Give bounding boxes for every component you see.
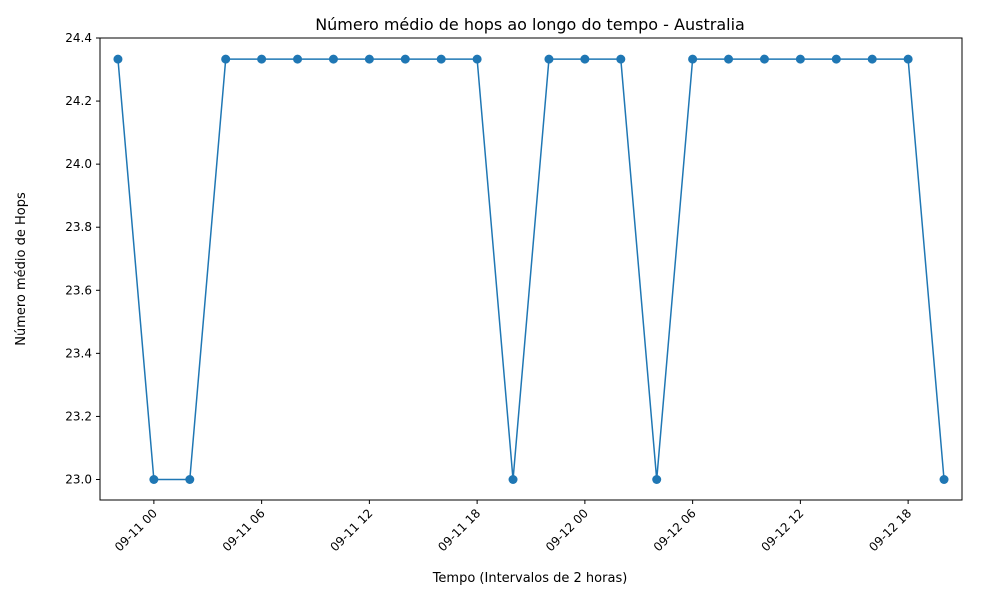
data-point: [508, 475, 518, 485]
x-tick-label: 09-12 06: [651, 506, 699, 554]
data-point: [831, 54, 841, 64]
data-point: [472, 54, 482, 64]
y-tick-label: 23.4: [65, 346, 92, 360]
y-tick-label: 23.0: [65, 473, 92, 487]
data-point: [149, 475, 159, 485]
x-tick-label: 09-12 18: [866, 506, 914, 554]
y-tick-label: 24.4: [65, 31, 92, 45]
plot-area: [99, 37, 963, 501]
data-point: [580, 54, 590, 64]
x-tick-label: 09-11 12: [327, 506, 375, 554]
y-tick-label: 23.8: [65, 220, 92, 234]
x-tick-label: 09-11 06: [220, 506, 268, 554]
data-point: [328, 54, 338, 64]
y-axis-label: Número médio de Hops: [14, 192, 29, 346]
data-point: [724, 54, 734, 64]
data-point: [903, 54, 913, 64]
data-series: [113, 54, 949, 485]
chart-title: Número médio de hops ao longo do tempo -…: [315, 15, 745, 34]
data-point: [616, 54, 626, 64]
data-point: [185, 475, 195, 485]
series-line: [117, 58, 945, 481]
x-axis-label: Tempo (Intervalos de 2 horas): [432, 571, 628, 586]
x-tick-label: 09-12 12: [758, 506, 806, 554]
y-tick-label: 23.2: [65, 409, 92, 423]
data-point: [436, 54, 446, 64]
plot-frame: [99, 37, 963, 501]
x-tick-label: 09-11 18: [435, 506, 483, 554]
data-point: [688, 54, 698, 64]
x-tick-label: 09-12 00: [543, 506, 591, 554]
data-point: [113, 54, 123, 64]
data-point: [221, 54, 231, 64]
data-point: [795, 54, 805, 64]
data-point: [364, 54, 374, 64]
y-tick-label: 24.2: [65, 94, 92, 108]
data-point: [257, 54, 267, 64]
y-tick-label: 24.0: [65, 157, 92, 171]
x-tick-label: 09-11 00: [112, 506, 160, 554]
data-point: [400, 54, 410, 64]
data-point: [759, 54, 769, 64]
data-point: [652, 475, 662, 485]
y-axis: 23.0 23.2 23.4 23.6 23.8 24.0 24.2 24.4: [65, 31, 100, 487]
y-tick-label: 23.6: [65, 283, 92, 297]
data-point: [293, 54, 303, 64]
x-axis: 09-11 00 09-11 06 09-11 12 09-11 18 09-12 00…: [112, 500, 914, 554]
data-point: [544, 54, 554, 64]
data-point: [867, 54, 877, 64]
data-point: [939, 475, 949, 485]
